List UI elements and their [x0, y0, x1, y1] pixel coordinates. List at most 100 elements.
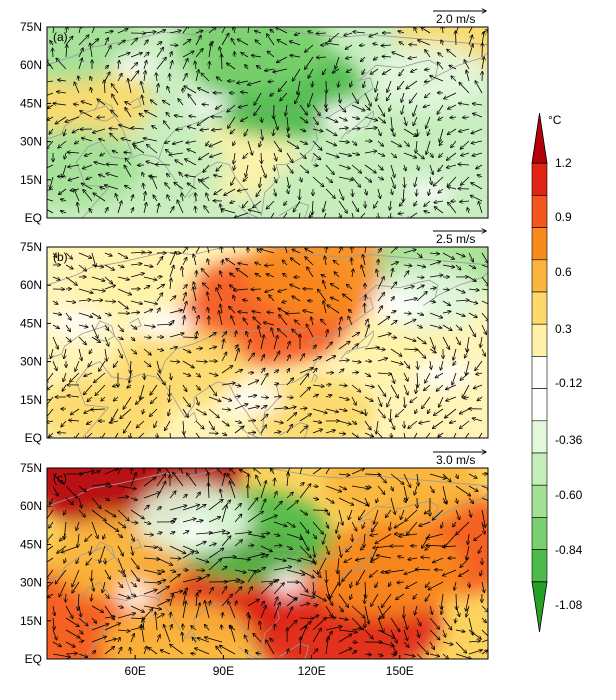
colorbar-tick-label: -0.84 [555, 543, 583, 557]
colorbar-top-triangle [532, 113, 547, 163]
wind-vector [53, 48, 54, 57]
colorbar-segment [532, 389, 547, 421]
colorbar-tick-label: 0.3 [555, 322, 572, 336]
wind-vector [378, 213, 379, 220]
anomaly-neutral-blob [176, 518, 212, 546]
longitude-tick-label: 120E [298, 664, 326, 678]
panel-a-reference-label: 2.0 m/s [436, 12, 475, 26]
anomaly-neutral-blob [319, 105, 363, 127]
colorbar-segments [532, 113, 547, 632]
wind-vector [251, 289, 261, 290]
colorbar-tick-label: -1.08 [555, 598, 583, 612]
colorbar-segment [532, 517, 547, 549]
colorbar-segment [532, 421, 547, 453]
latitude-tick-label: 60N [20, 58, 42, 72]
panel-b-reference-label: 2.5 m/s [436, 232, 475, 246]
panel-a: (a) 75N 60N 45N 30N 15N EQ 2.0 m/s [0, 0, 531, 233]
panel-a-latitude-ticks: 75N 60N 45N 30N 15N EQ [20, 20, 51, 225]
wind-vector [326, 570, 327, 583]
wind-vector [359, 45, 365, 46]
colorbar-segment [532, 356, 547, 388]
panel-a-label: (a) [53, 30, 68, 44]
colorbar-tick-labels: 1.2 0.9 0.6 0.3 -0.12 -0.36 -0.60 -0.84 -1.08 [555, 156, 583, 612]
latitude-tick-label: 30N [20, 355, 42, 369]
colorbar-tick-label: 0.9 [555, 210, 572, 224]
latitude-tick-label: EQ [25, 431, 42, 445]
anomaly-neutral-blob [414, 360, 474, 388]
colorbar-tick-label: -0.60 [555, 488, 583, 502]
wind-vector [196, 193, 197, 201]
panel-b-reference-vector: 2.5 m/s [433, 231, 486, 246]
colorbar-segment [532, 163, 547, 195]
colorbar-tick-label: 1.2 [555, 156, 572, 170]
wind-vector [365, 303, 366, 313]
wind-vector [409, 45, 417, 46]
wind-vector [365, 594, 366, 604]
wind-vector [352, 642, 357, 643]
wind-vector [170, 74, 171, 81]
panel-b-latitude-ticks: 75N 60N 45N 30N 15N EQ [20, 240, 51, 445]
colorbar-bottom-triangle [532, 582, 547, 632]
colorbar-segment [532, 324, 547, 356]
panel-c-latitude-ticks: 75N 60N 45N 30N 15N EQ [20, 461, 51, 666]
colorbar-segment [532, 228, 547, 260]
colorbar-segment [532, 550, 547, 582]
anomaly-neutral-blob [370, 292, 430, 320]
wind-vector [157, 277, 162, 278]
panel-b: (b) 75N 60N 45N 30N 15N EQ 2.5 m/s [20, 219, 513, 453]
colorbar-tick-label: 0.6 [555, 265, 572, 279]
latitude-tick-label: 60N [20, 499, 42, 513]
colorbar-tick-label: -0.36 [555, 433, 583, 447]
anomaly-neutral-blob [135, 309, 195, 337]
panel-a-reference-vector: 2.0 m/s [433, 11, 486, 26]
latitude-tick-label: EQ [25, 211, 42, 225]
wind-vector [456, 31, 457, 45]
latitude-tick-label: 45N [20, 537, 42, 551]
wind-vector [66, 594, 67, 602]
latitude-tick-label: 15N [20, 173, 42, 187]
latitude-tick-label: 30N [20, 576, 42, 590]
wind-vector [469, 582, 470, 588]
colorbar-unit: °C [548, 113, 562, 127]
longitude-tick-label: 60E [125, 664, 146, 678]
wind-vector [313, 510, 328, 511]
colorbar-segment [532, 195, 547, 227]
wind-vector [352, 129, 360, 130]
latitude-tick-label: 30N [20, 135, 42, 149]
longitude-tick-label: 150E [386, 664, 414, 678]
colorbar-segment [532, 485, 547, 517]
wind-vector [144, 373, 145, 379]
panel-c: (c) 75N 60N 45N 30N 15N EQ 60E 90E 120E 150E 3.0… [0, 410, 531, 692]
latitude-tick-label: 60N [20, 278, 42, 292]
panel-c-reference-label: 3.0 m/s [436, 453, 475, 467]
wind-vector [144, 337, 151, 338]
anomaly-warm-blob [248, 375, 375, 450]
wind-vector [339, 570, 340, 586]
panel-c-label: (c) [53, 471, 67, 485]
longitude-tick-label: 90E [213, 664, 234, 678]
colorbar-segment [532, 453, 547, 485]
wind-vector [265, 265, 274, 266]
wind-vector [300, 618, 314, 619]
latitude-tick-label: 45N [20, 96, 42, 110]
wind-vector [209, 61, 210, 69]
panel-b-label: (b) [53, 250, 68, 264]
colorbar-segment [532, 260, 547, 292]
panel-c-reference-vector: 3.0 m/s [433, 452, 486, 467]
latitude-tick-label: 75N [20, 20, 42, 34]
colorbar-tick-label: -0.12 [555, 376, 583, 390]
latitude-tick-label: 75N [20, 461, 42, 475]
colorbar: °C 1.2 0.9 0.6 0.3 -0.12 -0.36 -0.60 -0.84 -1.08 [532, 113, 583, 632]
latitude-tick-label: EQ [25, 652, 42, 666]
latitude-tick-label: 15N [20, 393, 42, 407]
wind-vector [248, 421, 256, 422]
wind-vector [417, 277, 424, 278]
wind-vector [300, 189, 301, 200]
latitude-tick-label: 75N [20, 240, 42, 254]
colorbar-segment [532, 292, 547, 324]
latitude-tick-label: 15N [20, 614, 42, 628]
latitude-tick-label: 45N [20, 316, 42, 330]
anomaly-warm-blob [42, 375, 169, 450]
anomaly-cool-blob [176, 0, 329, 90]
